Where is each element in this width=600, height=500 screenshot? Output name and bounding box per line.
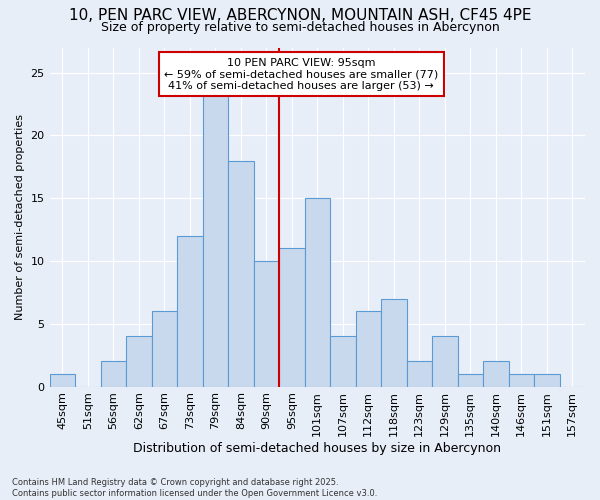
Bar (483, 362, 509, 386)
Text: Size of property relative to semi-detached houses in Abercynon: Size of property relative to semi-detach… (101, 21, 499, 34)
Bar (152, 311, 177, 386)
Bar (509, 374, 534, 386)
Bar (101, 362, 126, 386)
Bar (305, 198, 330, 386)
Bar (203, 85, 228, 386)
Bar (279, 248, 305, 386)
Text: 10, PEN PARC VIEW, ABERCYNON, MOUNTAIN ASH, CF45 4PE: 10, PEN PARC VIEW, ABERCYNON, MOUNTAIN A… (69, 8, 531, 22)
Bar (50, 374, 75, 386)
Bar (126, 336, 152, 386)
Bar (330, 336, 356, 386)
Bar (356, 311, 381, 386)
Y-axis label: Number of semi-detached properties: Number of semi-detached properties (15, 114, 25, 320)
Bar (432, 336, 458, 386)
Bar (534, 374, 560, 386)
Bar (381, 298, 407, 386)
Text: 10 PEN PARC VIEW: 95sqm
← 59% of semi-detached houses are smaller (77)
41% of se: 10 PEN PARC VIEW: 95sqm ← 59% of semi-de… (164, 58, 439, 91)
Bar (177, 236, 203, 386)
Bar (228, 160, 254, 386)
Text: Contains HM Land Registry data © Crown copyright and database right 2025.
Contai: Contains HM Land Registry data © Crown c… (12, 478, 377, 498)
Bar (254, 261, 279, 386)
X-axis label: Distribution of semi-detached houses by size in Abercynon: Distribution of semi-detached houses by … (133, 442, 501, 455)
Bar (458, 374, 483, 386)
Bar (407, 362, 432, 386)
